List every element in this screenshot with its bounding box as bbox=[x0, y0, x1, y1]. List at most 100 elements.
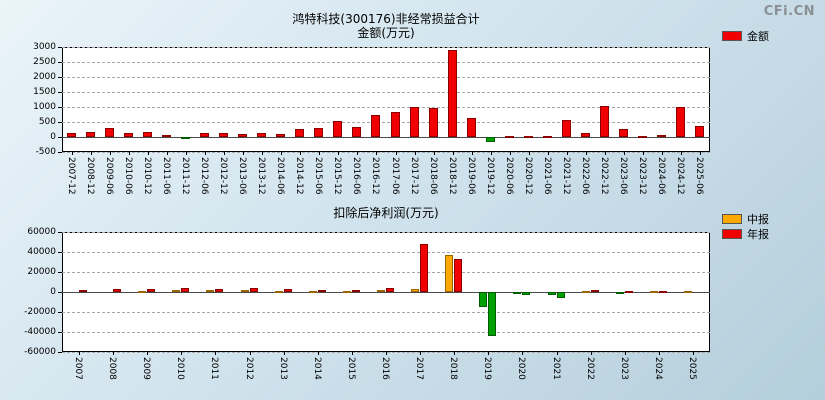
bar bbox=[479, 292, 488, 307]
x-tick bbox=[319, 152, 321, 155]
x-tick bbox=[624, 152, 626, 155]
x-tick bbox=[376, 152, 378, 155]
bar bbox=[600, 105, 610, 137]
top-chart-title-line2: 金额(万元) bbox=[357, 26, 415, 40]
x-tick bbox=[224, 152, 225, 155]
bar bbox=[79, 289, 88, 292]
x-tick bbox=[249, 352, 251, 355]
x-tick bbox=[433, 152, 435, 155]
x-tick bbox=[454, 352, 456, 355]
bar bbox=[85, 132, 95, 137]
gridline bbox=[62, 47, 710, 48]
x-tick-label: 2020 bbox=[516, 357, 527, 380]
x-tick bbox=[490, 152, 492, 155]
y-tick-label: 20000 bbox=[27, 267, 56, 277]
bar bbox=[386, 287, 394, 292]
x-tick-label: 2020-12 bbox=[522, 157, 533, 195]
x-tick-label: 2010-06 bbox=[122, 157, 133, 195]
bar bbox=[420, 244, 429, 292]
x-tick-label: 2011-12 bbox=[179, 157, 190, 195]
bar bbox=[199, 132, 209, 137]
bar bbox=[411, 288, 420, 292]
x-tick bbox=[109, 152, 111, 155]
top-legend: 金额 bbox=[722, 28, 769, 44]
y-tick bbox=[58, 272, 62, 273]
gridline bbox=[62, 92, 710, 93]
y-tick-label: -40000 bbox=[24, 327, 56, 337]
x-tick bbox=[395, 152, 397, 155]
bar bbox=[447, 50, 457, 137]
bar bbox=[104, 128, 114, 137]
bar bbox=[238, 133, 248, 137]
x-tick bbox=[300, 152, 302, 155]
x-tick-label: 2013-12 bbox=[256, 157, 267, 195]
x-tick-label: 2015-12 bbox=[332, 157, 343, 195]
x-tick-label: 2007 bbox=[73, 357, 84, 380]
x-tick-label: 2008-12 bbox=[84, 157, 95, 195]
x-tick bbox=[128, 152, 130, 155]
bar bbox=[371, 115, 381, 137]
x-tick-label: 2016-12 bbox=[370, 157, 381, 195]
y-tick-label: 3000 bbox=[33, 42, 56, 52]
x-tick-label: 2010-12 bbox=[141, 157, 152, 195]
bar bbox=[314, 128, 324, 137]
y-tick-label: 60000 bbox=[27, 227, 56, 237]
x-tick-label: 2015-06 bbox=[313, 157, 324, 195]
x-tick bbox=[567, 152, 569, 155]
x-tick bbox=[338, 152, 340, 155]
bar bbox=[523, 135, 533, 138]
x-tick-label: 2008 bbox=[107, 357, 118, 380]
y-tick bbox=[58, 122, 62, 123]
gridline bbox=[62, 62, 710, 63]
legend-label-amount: 金额 bbox=[747, 30, 769, 43]
y-tick bbox=[58, 77, 62, 78]
bar bbox=[123, 133, 133, 137]
x-tick-label: 2013-06 bbox=[237, 157, 248, 195]
x-tick-label: 2023 bbox=[618, 357, 629, 380]
y-tick-label: -20000 bbox=[24, 307, 56, 317]
x-tick bbox=[643, 152, 645, 155]
x-tick-label: 2019-06 bbox=[465, 157, 476, 195]
bar bbox=[377, 290, 385, 292]
x-tick bbox=[147, 352, 149, 355]
bar bbox=[215, 288, 224, 292]
bar bbox=[283, 289, 292, 292]
bar bbox=[466, 118, 476, 137]
x-tick bbox=[185, 152, 187, 155]
y-tick bbox=[58, 47, 62, 48]
bar bbox=[513, 292, 522, 294]
x-tick bbox=[386, 352, 387, 355]
x-tick bbox=[166, 152, 168, 155]
x-tick-label: 2017-06 bbox=[389, 157, 400, 195]
gridline bbox=[62, 312, 710, 313]
x-tick-label: 2017-12 bbox=[408, 157, 419, 195]
bottom-chart-title: 扣除后净利润(万元) bbox=[333, 206, 439, 220]
x-tick bbox=[681, 152, 683, 155]
bar bbox=[274, 290, 283, 293]
x-tick bbox=[414, 152, 416, 155]
x-tick-label: 2021-06 bbox=[542, 157, 552, 195]
x-tick bbox=[113, 352, 115, 355]
bottom-legend-interim: 中报 bbox=[722, 211, 769, 227]
x-tick bbox=[420, 352, 422, 355]
legend-swatch-interim bbox=[722, 214, 742, 224]
x-tick-label: 2012 bbox=[243, 357, 254, 380]
bar bbox=[342, 290, 351, 293]
x-tick bbox=[471, 152, 473, 155]
bar bbox=[206, 290, 215, 293]
bar bbox=[581, 291, 590, 293]
x-tick-label: 2025 bbox=[686, 357, 697, 380]
x-tick bbox=[528, 152, 530, 155]
y-tick-label: 40000 bbox=[27, 247, 56, 257]
x-tick bbox=[262, 152, 264, 155]
bar bbox=[657, 135, 667, 138]
x-tick-label: 2014 bbox=[311, 357, 322, 380]
x-tick-label: 2018 bbox=[448, 357, 459, 380]
bar bbox=[276, 134, 286, 137]
x-tick-label: 2009-06 bbox=[103, 157, 114, 195]
x-tick-label: 2020-06 bbox=[503, 157, 514, 195]
y-tick-label: -60000 bbox=[24, 347, 56, 357]
x-tick bbox=[147, 152, 149, 155]
x-tick-label: 2024-06 bbox=[656, 157, 667, 195]
bar bbox=[547, 292, 556, 295]
